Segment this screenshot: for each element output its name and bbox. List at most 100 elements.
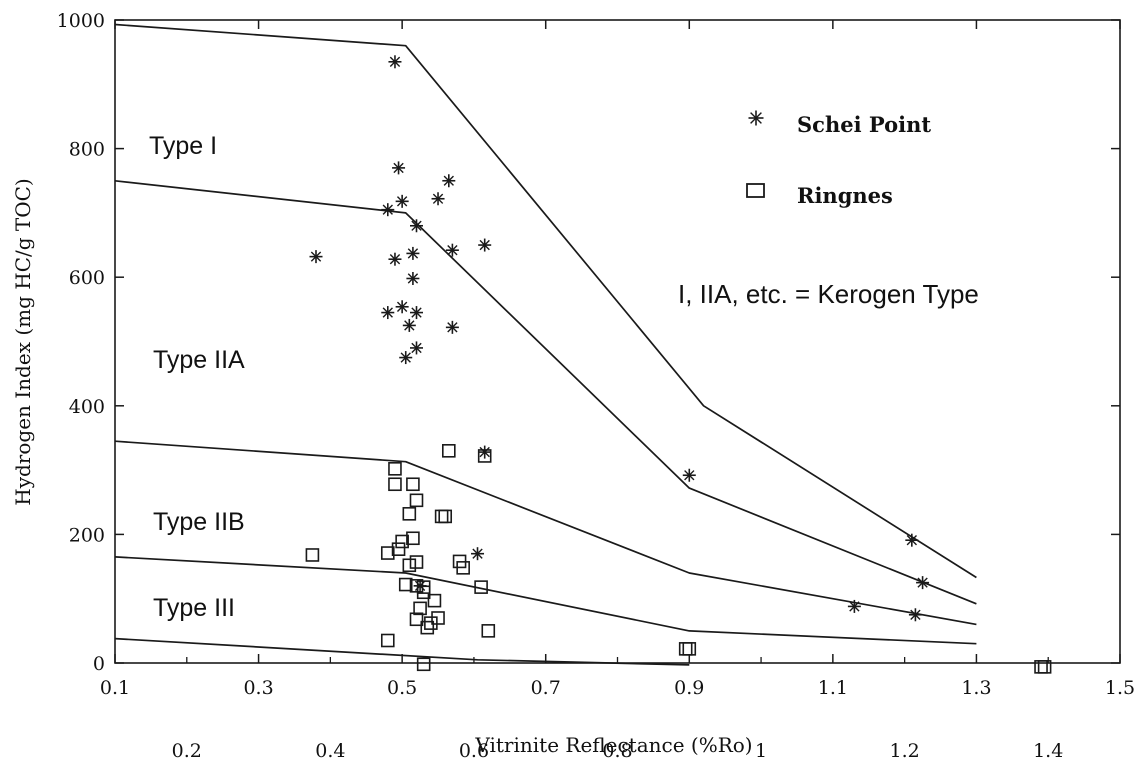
schei-point-marker (381, 306, 395, 320)
ringnes-marker (434, 509, 449, 524)
asterisk-stroke (382, 204, 393, 215)
data-markers (305, 55, 1052, 674)
asterisk-stroke (396, 196, 408, 207)
ringnes-marker (402, 558, 417, 573)
schei-point-marker (309, 250, 323, 264)
kerogen-boundaries (114, 23, 977, 666)
boundary-line-3 (114, 440, 977, 626)
ringnes-marker (438, 509, 453, 524)
y-tick-label: 200 (69, 524, 105, 546)
ringnes-marker (442, 444, 456, 458)
ringnes-marker (456, 561, 470, 575)
ringnes-marker (416, 585, 431, 600)
y-tick-label: 800 (69, 139, 105, 161)
asterisk-stroke (400, 352, 411, 363)
boundary-line-2 (114, 179, 977, 605)
y-tick-label: 0 (93, 653, 105, 675)
asterisk-stroke (389, 254, 401, 265)
x-minor-tick-label: 1.4 (1033, 740, 1063, 762)
ringnes-marker (398, 577, 413, 592)
asterisk-stroke (684, 470, 695, 481)
y-tick-label: 1000 (57, 10, 105, 32)
legend-marker-schei-point (748, 110, 764, 126)
schei-point-marker (445, 320, 459, 334)
ringnes-marker (409, 493, 424, 508)
schei-point-marker (399, 351, 413, 365)
asterisk-stroke (396, 301, 408, 312)
asterisk-stroke (404, 320, 415, 331)
schei-point-marker (388, 252, 402, 266)
asterisk-stroke (906, 535, 917, 546)
x-minor-tick-label: 1 (755, 740, 767, 762)
ringnes-marker (305, 548, 320, 562)
asterisk-stroke (849, 601, 860, 612)
asterisk-stroke (479, 446, 490, 458)
asterisk-stroke (382, 307, 393, 318)
asterisk-stroke (393, 162, 404, 174)
asterisk-stroke (411, 220, 422, 231)
x-minor-tick-label: 0.8 (602, 740, 632, 762)
axis-ticks: 0 200 400 600 800 1000 0.1 0.3 0.5 0.7 0.9 1.1 1.3 1.… (57, 10, 1135, 762)
y-tick-label: 600 (69, 267, 105, 289)
ringnes-marker (402, 507, 417, 521)
x-tick-label: 0.5 (387, 677, 417, 699)
y-axis-title: Hydrogen Index (mg HC/g TOC) (11, 178, 35, 506)
schei-point-marker (410, 341, 423, 355)
region-label-type-iii: Type III (153, 594, 235, 622)
asterisk-stroke (479, 239, 490, 251)
region-label-type-i: Type I (149, 132, 217, 160)
ringnes-marker (413, 601, 427, 616)
ringnes-marker (431, 611, 445, 625)
asterisk-stroke (910, 609, 921, 620)
boundary-line-5 (114, 637, 690, 666)
kerogen-type-note: I, IIA, etc. = Kerogen Type (678, 279, 979, 309)
schei-point-marker (908, 608, 922, 622)
schei-point-marker (916, 576, 930, 590)
schei-point-marker (406, 271, 420, 285)
x-tick-label: 0.7 (531, 677, 561, 699)
x-tick-label: 1.5 (1105, 677, 1135, 699)
schei-point-marker (406, 246, 420, 260)
x-minor-tick-label: 0.2 (172, 740, 202, 762)
schei-point-marker (431, 192, 445, 206)
schei-point-marker (395, 194, 409, 208)
ringnes-marker (416, 657, 431, 672)
ringnes-marker (409, 555, 424, 569)
asterisk-stroke (310, 251, 322, 262)
schei-point-marker (388, 55, 402, 69)
schei-point-marker (402, 318, 416, 332)
ringnes-marker (427, 593, 442, 608)
schei-point-marker (471, 547, 485, 561)
asterisk-stroke (407, 273, 419, 284)
x-minor-tick-label: 0.6 (459, 740, 489, 762)
ringnes-marker (474, 580, 488, 594)
asterisk-stroke (411, 342, 422, 354)
legend-square-icon (746, 183, 765, 198)
schei-point-marker (682, 468, 696, 482)
asterisk-stroke (917, 577, 928, 588)
x-tick-label: 1.3 (961, 677, 991, 699)
ringnes-marker (388, 477, 402, 492)
ringnes-marker (481, 624, 496, 638)
ringnes-marker (682, 642, 697, 656)
x-minor-tick-label: 0.4 (315, 740, 345, 762)
ringnes-marker (406, 477, 420, 492)
schei-point-marker (478, 238, 492, 252)
plot-frame (114, 19, 1121, 664)
region-label-type-iia: Type IIA (153, 346, 245, 374)
ringnes-marker (391, 542, 406, 556)
ringnes-marker (380, 546, 395, 560)
schei-point-marker (395, 300, 409, 314)
x-tick-label: 0.1 (100, 677, 130, 699)
schei-point-marker (445, 243, 459, 257)
x-tick-label: 1.1 (818, 677, 848, 699)
ringnes-marker (420, 620, 435, 635)
ringnes-marker (424, 616, 438, 630)
ringnes-marker (380, 633, 395, 648)
asterisk-stroke (443, 175, 454, 186)
ringnes-marker (409, 612, 424, 627)
boundary-line-4 (114, 556, 977, 645)
asterisk-stroke (447, 322, 458, 333)
asterisk-stroke (407, 248, 419, 259)
